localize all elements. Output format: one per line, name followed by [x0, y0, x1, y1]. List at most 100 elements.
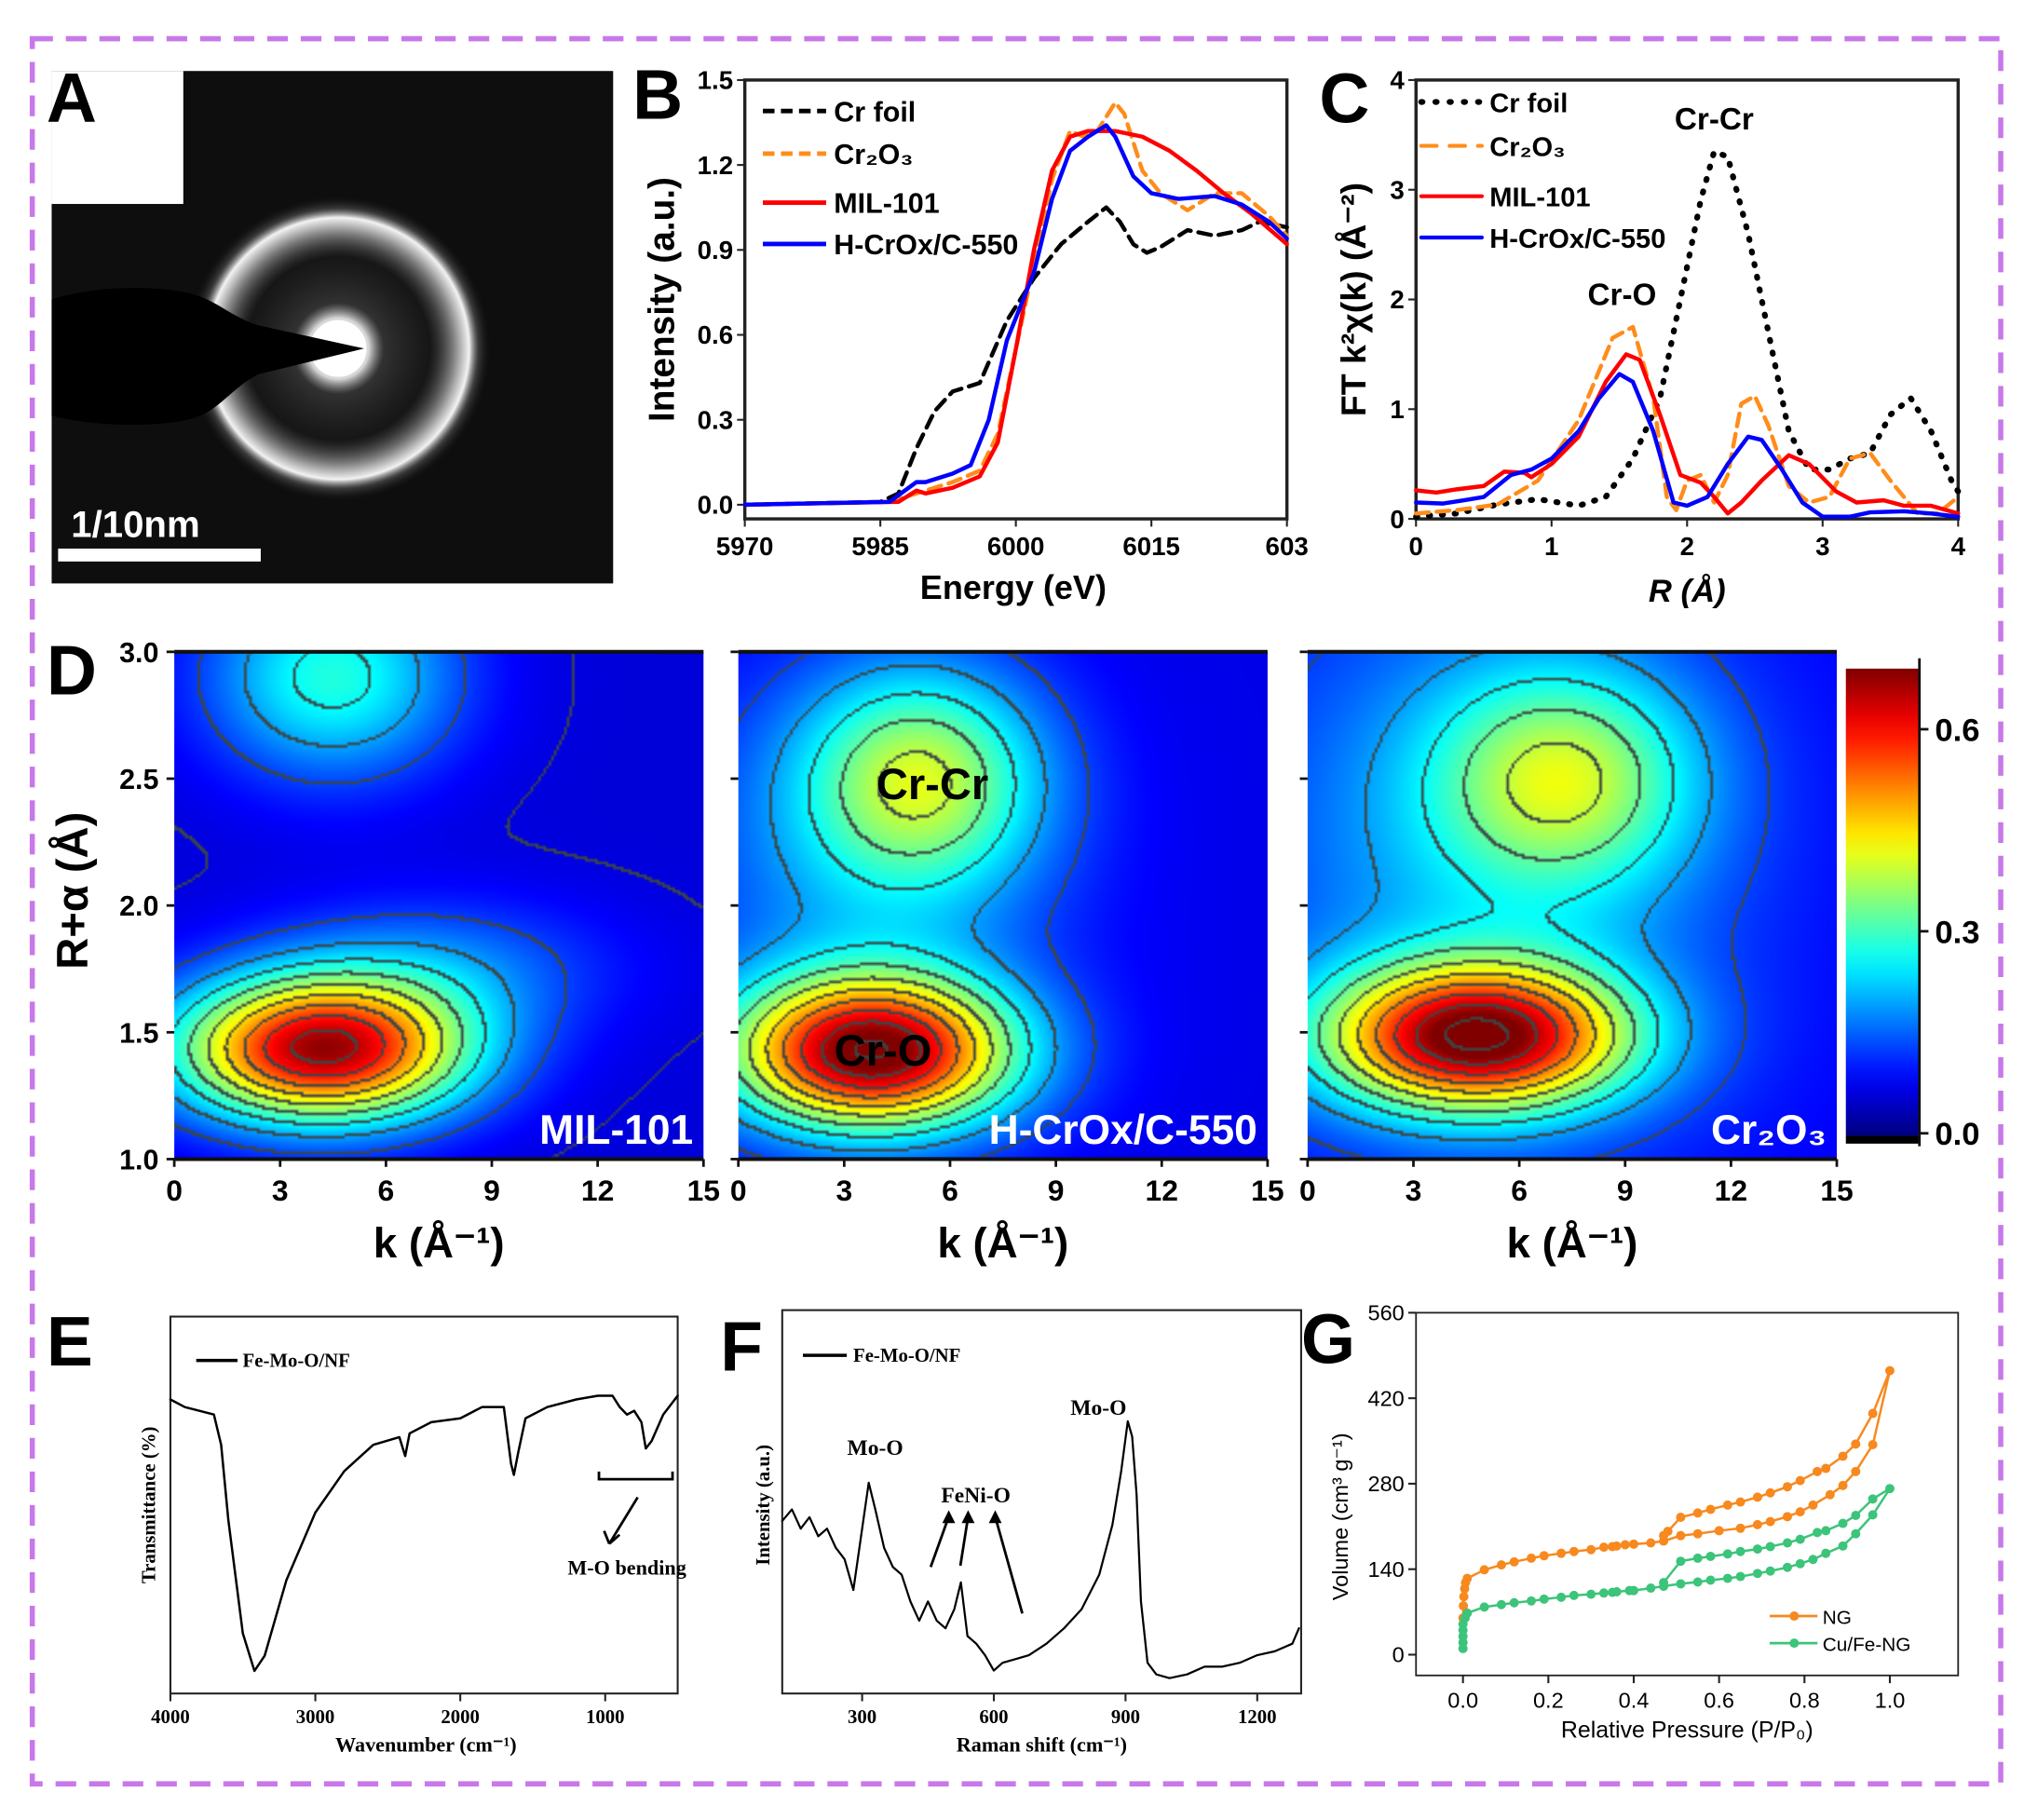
- data-point: [1676, 1556, 1686, 1567]
- series-line-fe-mo-o-nf: [169, 1394, 679, 1673]
- data-point: [1569, 1590, 1579, 1600]
- data-point: [1735, 1497, 1746, 1507]
- data-point: [1795, 1507, 1805, 1517]
- heatmap-cr-o-: [1307, 651, 1838, 1160]
- arrow-head: [988, 1510, 1002, 1524]
- y-axis-label: Transmittance (%): [138, 1427, 159, 1584]
- annotation-m-o-bending: M-O bending: [567, 1556, 686, 1580]
- data-point: [1851, 1511, 1861, 1521]
- heatmap-h-crox-c-550: [738, 651, 1268, 1160]
- data-point: [1462, 1608, 1473, 1618]
- x-tick-label: 0: [1299, 1174, 1316, 1207]
- x-tick-label: 0.4: [1619, 1688, 1650, 1712]
- series-line-cr-foil: [1413, 148, 1962, 520]
- chart-g-isotherm: 0.0 0.2 0.4 0.6 0.8 1.0 0 140 280 420 560 NG Cu/Fe-N…: [1328, 1301, 1960, 1743]
- data-point: [1705, 1575, 1716, 1585]
- peak-annotation: Mo-O: [1070, 1396, 1126, 1420]
- data-point: [1722, 1500, 1732, 1510]
- peak-annotation: Cr-Cr: [876, 759, 988, 808]
- y-tick-label: 0: [1392, 1643, 1405, 1667]
- data-point: [1782, 1562, 1792, 1572]
- data-point: [1752, 1492, 1762, 1502]
- chart-f-raman: 300 600 900 1200 Fe-Mo-O/NF Mo-O FeNi-O Mo-O Ram…: [753, 1309, 1302, 1757]
- data-point: [1646, 1583, 1656, 1594]
- peak-annotation: FeNi-O: [941, 1484, 1011, 1508]
- plot-frame: [781, 1309, 1302, 1695]
- chart-c-ft-exafs: 0 1 2 3 4 0 1 2 3 4 Cr foil Cr₂O₃ MIL-101 H-CrOx/C-55…: [1334, 66, 1965, 609]
- x-tick-label: 5970: [716, 532, 774, 561]
- x-tick-label: 0: [1409, 532, 1423, 561]
- peak-annotation: Cr-O: [1587, 278, 1656, 312]
- data-point: [1705, 1551, 1716, 1561]
- y-tick-label: 4: [1390, 66, 1405, 95]
- series-line-fe-mo-o-nf: [781, 1419, 1300, 1679]
- x-tick-label: 6015: [1122, 532, 1180, 561]
- panel-label-g: G: [1301, 1299, 1355, 1378]
- data-point: [1765, 1516, 1775, 1527]
- data-point: [1752, 1544, 1762, 1555]
- colorbar: [1845, 668, 1920, 1136]
- legend-label: H-CrOx/C-550: [1489, 224, 1665, 254]
- figure-border: [29, 35, 2004, 1786]
- data-point: [1496, 1599, 1506, 1609]
- x-tick-label: 15: [1251, 1174, 1284, 1207]
- data-point: [1479, 1565, 1489, 1575]
- legend-marker: [1789, 1611, 1800, 1622]
- x-tick-label: 0.2: [1533, 1688, 1564, 1712]
- data-point: [1825, 1489, 1835, 1500]
- beam-stop: [51, 288, 364, 426]
- y-axis-label: R+α (Å): [48, 812, 97, 970]
- x-tick-label: 3: [272, 1174, 289, 1207]
- data-point: [1884, 1365, 1895, 1376]
- data-point: [1611, 1586, 1622, 1596]
- bracket: [597, 1471, 674, 1481]
- series-line-h-crox-c-550: [742, 123, 1289, 508]
- plot-frame: [169, 1315, 679, 1695]
- x-tick-label: 15: [1820, 1174, 1853, 1207]
- data-point: [1459, 1592, 1469, 1602]
- legend-label: MIL-101: [1489, 183, 1590, 213]
- y-tick-label: 1.5: [119, 1017, 158, 1049]
- data-point: [1539, 1594, 1549, 1604]
- series-line-cr-o-: [742, 100, 1289, 508]
- data-point: [1795, 1558, 1805, 1569]
- data-point: [1782, 1482, 1792, 1492]
- x-tick-label: 6: [378, 1174, 395, 1207]
- y-axis-label: Intensity (a.u.): [642, 177, 682, 422]
- chart-b-xanes: 5970 5985 6000 6015 603 0.0 0.3 0.6 0.9 1.2 1.5 Cr …: [642, 66, 1308, 606]
- data-point: [1692, 1553, 1703, 1563]
- data-point: [1821, 1526, 1831, 1536]
- series-line-cr-o-: [1414, 324, 1961, 516]
- x-tick-label: 5985: [851, 532, 909, 561]
- y-tick-label: 1.0: [119, 1145, 158, 1176]
- data-point: [1765, 1542, 1775, 1552]
- x-tick-label: 12: [1146, 1174, 1178, 1207]
- y-tick-label: 1: [1390, 395, 1404, 424]
- x-tick-label: 4: [1951, 532, 1966, 561]
- annotation-arrow: [994, 1515, 1024, 1614]
- data-point: [1509, 1556, 1519, 1567]
- data-point: [1598, 1542, 1609, 1553]
- x-axis-label: k (Å⁻¹): [937, 1219, 1068, 1267]
- y-axis-label: Volume (cm³ g⁻¹): [1328, 1433, 1352, 1600]
- y-tick-label: 2: [1390, 285, 1404, 314]
- data-point: [1765, 1566, 1775, 1576]
- data-point: [1851, 1466, 1861, 1476]
- colorbar-tick-label: 0.6: [1935, 713, 1979, 748]
- x-tick-label: 900: [1111, 1706, 1140, 1728]
- panel-label-c: C: [1319, 60, 1369, 138]
- y-tick-label: 2.5: [119, 764, 158, 795]
- x-tick-label: 0.6: [1704, 1688, 1734, 1712]
- plot-frame: [1415, 1311, 1960, 1677]
- data-point: [1795, 1534, 1805, 1544]
- x-axis-label: R (Å): [1649, 573, 1726, 609]
- data-point: [1479, 1602, 1489, 1612]
- x-tick-label: 2000: [441, 1706, 480, 1728]
- arrow-head: [961, 1510, 975, 1524]
- data-point: [1821, 1548, 1831, 1558]
- data-point: [1692, 1508, 1703, 1518]
- y-tick-label: 0.9: [698, 236, 734, 265]
- x-axis-label: k (Å⁻¹): [1506, 1219, 1637, 1267]
- data-point: [1598, 1588, 1609, 1598]
- data-point: [1838, 1518, 1848, 1528]
